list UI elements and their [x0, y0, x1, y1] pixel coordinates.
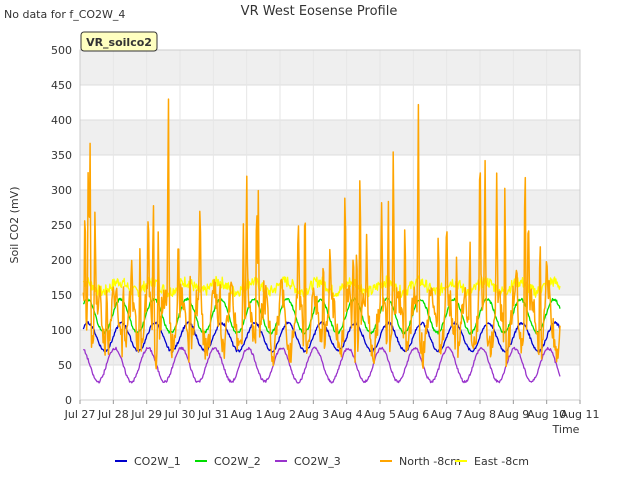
y-tick-label: 300 [51, 184, 72, 197]
plot-band [80, 120, 580, 155]
badge-label: VR_soilco2 [86, 36, 152, 49]
y-tick-label: 200 [51, 254, 72, 267]
series-line-east-8cm [82, 275, 561, 298]
series-group [82, 98, 561, 384]
x-tick-label: Aug 7 [431, 408, 463, 421]
y-tick-label: 400 [51, 114, 72, 127]
y-tick-label: 500 [51, 44, 72, 57]
y-tick-label: 0 [65, 394, 72, 407]
series-line-north-8cm [82, 98, 561, 370]
legend: CO2W_1 CO2W_2 CO2W_3 North -8cm East -8cm [115, 455, 529, 468]
x-tick-label: Aug 8 [464, 408, 496, 421]
legend-item: CO2W_1 [115, 455, 181, 468]
chart-title: VR West Eosense Profile [241, 4, 398, 19]
x-tick-label: Jul 31 [197, 408, 229, 421]
x-tick-label: Aug 9 [497, 408, 529, 421]
y-tick-label: 350 [51, 149, 72, 162]
y-tick-label: 250 [51, 219, 72, 232]
y-tick-label: 100 [51, 324, 72, 337]
y-tick-label: 150 [51, 289, 72, 302]
x-tick-label: Aug 3 [297, 408, 329, 421]
badge: VR_soilco2 [80, 31, 158, 52]
legend-label: CO2W_3 [294, 455, 341, 468]
plot-frame [79, 49, 581, 401]
x-tick-label: Aug 10 [527, 408, 566, 421]
legend-label: CO2W_1 [134, 455, 181, 468]
x-tick-label: Jul 27 [64, 408, 96, 421]
y-tick-label: 450 [51, 79, 72, 92]
legend-item: North -8cm [380, 455, 461, 468]
legend-label: East -8cm [474, 455, 529, 468]
series-line-co2w-3 [82, 346, 561, 384]
x-tick-label: Aug 2 [264, 408, 296, 421]
x-tick-label: Jul 28 [97, 408, 129, 421]
x-tick-label: Aug 4 [331, 408, 363, 421]
corner-note: No data for f_CO2W_4 [4, 8, 125, 21]
x-tick-label: Jul 29 [130, 408, 162, 421]
legend-item: CO2W_3 [275, 455, 341, 468]
y-axis-label: Soil CO2 (mV) [8, 187, 21, 264]
x-tick-label: Jul 30 [164, 408, 196, 421]
badge-box [80, 31, 158, 52]
x-tick-label: Aug 5 [364, 408, 396, 421]
x-tick-label: Aug 6 [397, 408, 429, 421]
legend-label: CO2W_2 [214, 455, 261, 468]
y-tick-label: 50 [58, 359, 72, 372]
legend-item: CO2W_2 [195, 455, 261, 468]
x-axis-label: Time [552, 423, 580, 436]
legend-label: North -8cm [399, 455, 461, 468]
series-line-co2w-2 [82, 297, 561, 335]
plot-band [80, 50, 580, 85]
legend-item: East -8cm [455, 455, 529, 468]
x-tick-label: Aug 1 [231, 408, 263, 421]
x-tick-label: Aug 11 [561, 408, 600, 421]
